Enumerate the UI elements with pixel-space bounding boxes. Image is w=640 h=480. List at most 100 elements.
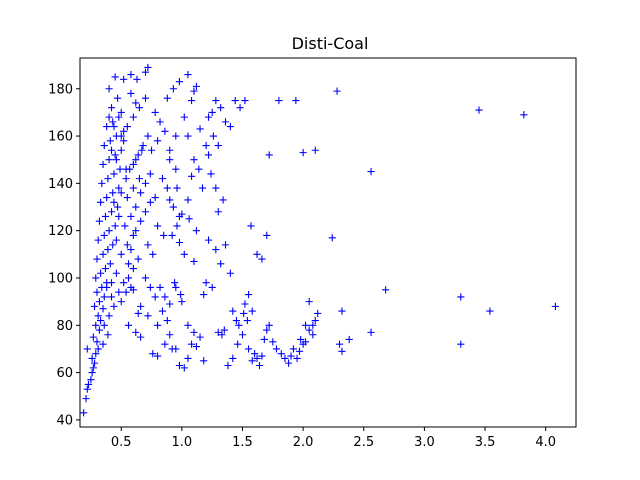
data-point <box>110 302 118 310</box>
data-point <box>137 189 145 197</box>
data-point <box>99 160 107 169</box>
markers-layer <box>80 63 559 417</box>
data-point <box>236 104 244 112</box>
data-point <box>135 175 144 183</box>
data-point <box>204 236 213 244</box>
data-point <box>195 165 203 173</box>
data-point <box>299 149 307 157</box>
data-point <box>184 354 192 363</box>
data-point <box>92 321 100 329</box>
data-point <box>129 184 137 192</box>
data-point <box>106 260 114 268</box>
y-tick-label: 60 <box>56 366 73 381</box>
data-point <box>345 335 353 344</box>
data-point <box>202 279 210 287</box>
data-point <box>367 167 375 176</box>
data-point <box>122 288 130 296</box>
data-point <box>84 380 93 389</box>
data-point <box>99 305 107 313</box>
data-point <box>184 196 192 204</box>
data-point <box>132 99 140 107</box>
data-point <box>251 350 259 358</box>
data-point <box>265 151 273 159</box>
data-point <box>190 257 198 266</box>
data-point <box>124 321 133 329</box>
data-point <box>104 331 112 339</box>
data-point <box>172 345 180 353</box>
data-point <box>127 212 135 221</box>
data-point <box>475 106 483 114</box>
data-point <box>109 241 117 249</box>
data-point <box>144 241 152 249</box>
data-point <box>311 146 319 154</box>
data-point <box>127 70 135 79</box>
data-point <box>133 75 141 83</box>
data-point <box>234 340 242 348</box>
axes-frame <box>79 57 577 428</box>
data-point <box>97 269 105 277</box>
data-point <box>115 288 123 296</box>
data-point <box>255 361 264 370</box>
data-point <box>117 250 125 258</box>
data-point <box>192 82 201 90</box>
data-point <box>101 264 110 273</box>
data-point <box>214 141 222 150</box>
data-point <box>127 245 135 254</box>
data-point <box>238 331 247 339</box>
data-point <box>117 189 125 197</box>
y-axis: 40 60 80 100 120 140 160 180 <box>48 82 80 428</box>
data-point <box>163 94 171 102</box>
data-point <box>219 196 227 204</box>
plot-area <box>79 57 577 428</box>
data-point <box>204 113 213 121</box>
data-point <box>129 264 137 273</box>
data-point <box>124 260 133 268</box>
data-point <box>284 359 293 367</box>
data-point <box>120 75 128 83</box>
data-point <box>154 137 162 145</box>
data-point <box>275 96 283 105</box>
data-point <box>192 227 201 235</box>
data-point <box>137 302 145 310</box>
data-point <box>115 212 123 221</box>
data-point <box>209 132 217 140</box>
y-tick-label: 160 <box>48 130 73 145</box>
x-tick-label: 2.0 <box>293 435 314 450</box>
data-point <box>309 321 317 329</box>
data-point <box>82 395 90 403</box>
data-point <box>204 151 213 159</box>
data-point <box>180 113 188 121</box>
data-point <box>95 326 104 334</box>
data-point <box>80 409 88 417</box>
data-point <box>107 293 116 301</box>
data-point <box>163 316 171 325</box>
data-point <box>309 331 317 339</box>
data-point <box>107 279 116 287</box>
data-point <box>112 236 120 244</box>
data-point <box>265 321 273 329</box>
data-point <box>253 354 261 363</box>
x-tick-label: 3.0 <box>414 435 435 450</box>
data-point <box>132 227 140 235</box>
data-point <box>109 118 117 126</box>
data-point <box>231 96 239 105</box>
data-point <box>93 338 101 346</box>
data-point <box>156 118 164 126</box>
data-point <box>229 354 237 363</box>
data-point <box>158 307 167 315</box>
data-point <box>335 340 344 348</box>
data-point <box>217 260 225 268</box>
data-point <box>105 156 113 164</box>
data-point <box>301 338 310 346</box>
data-point <box>169 203 177 211</box>
data-point <box>187 172 196 180</box>
x-tick-label: 2.5 <box>353 435 374 450</box>
data-point <box>202 141 210 150</box>
data-point <box>214 328 222 336</box>
data-point <box>141 94 150 102</box>
data-point <box>173 184 181 192</box>
data-point <box>218 331 226 339</box>
data-point <box>272 345 281 353</box>
data-point <box>292 96 300 105</box>
data-point <box>180 250 188 258</box>
